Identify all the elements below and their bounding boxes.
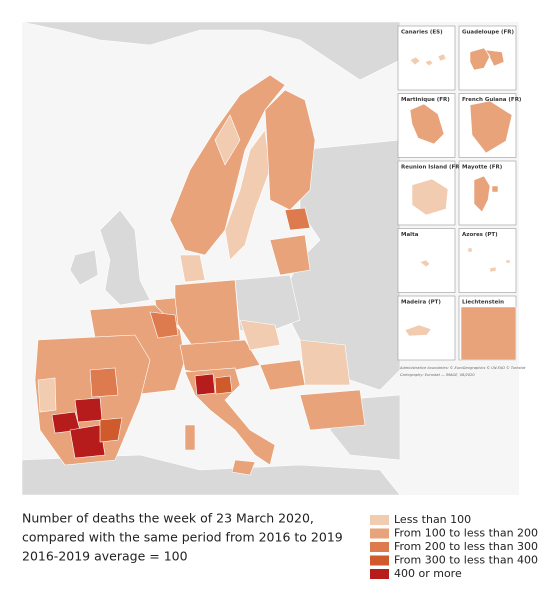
map-main: Administrative boundaries: © EuroGeograp… <box>21 21 526 496</box>
legend-swatch <box>370 569 389 579</box>
legend-swatch <box>370 555 389 566</box>
inset-label: French Guiana (FR) <box>462 97 522 103</box>
inset-region <box>469 100 513 154</box>
inset-region <box>469 47 505 71</box>
inset-label: Mayotte (FR) <box>462 165 503 171</box>
legend-swatch <box>370 542 389 552</box>
inset-region <box>473 175 499 213</box>
inset-label: Martinique (FR) <box>401 97 450 103</box>
insets: Canaries (ES) Guadeloupe (FR) Martinique (… <box>397 25 522 361</box>
inset-region <box>409 53 447 67</box>
inset-label: Azores (PT) <box>462 232 498 238</box>
inset-label: Canaries (ES) <box>401 30 443 36</box>
legend-label: From 100 to less than 200 <box>394 527 538 540</box>
inset-region <box>411 178 449 216</box>
inset-label: Malta <box>401 232 419 238</box>
legend-label: From 200 to less than 300 <box>394 540 538 553</box>
caption-line: compared with the same period from 2016 … <box>22 530 343 545</box>
inset-label: Madeira (PT) <box>401 300 441 306</box>
legend-label: From 300 to less than 400 <box>394 554 538 567</box>
caption-line: 2016-2019 average = 100 <box>22 549 188 564</box>
inset-region <box>404 324 432 337</box>
legend-label: 400 or more <box>394 567 462 580</box>
inset-label: Reunion Island (FR) <box>401 165 462 171</box>
inset-label: Guadeloupe (FR) <box>462 30 514 36</box>
attribution: Administrative boundaries: © EuroGeograp… <box>399 366 526 370</box>
inset-region <box>460 306 517 361</box>
inset-region <box>409 103 445 145</box>
inset-frame <box>397 25 456 91</box>
caption: Number of deaths the week of 23 March 20… <box>22 511 343 564</box>
legend-label: Less than 100 <box>394 513 471 526</box>
inset-region <box>467 247 511 273</box>
attribution: Cartography: Eurostat — IMAGE, 06/2020 <box>400 373 475 377</box>
inset-label: Liechtenstein <box>462 300 504 306</box>
legend-swatch <box>370 515 389 525</box>
legend-swatch <box>370 528 389 539</box>
caption-line: Number of deaths the week of 23 March 20… <box>22 511 314 526</box>
inset-region <box>419 259 431 268</box>
